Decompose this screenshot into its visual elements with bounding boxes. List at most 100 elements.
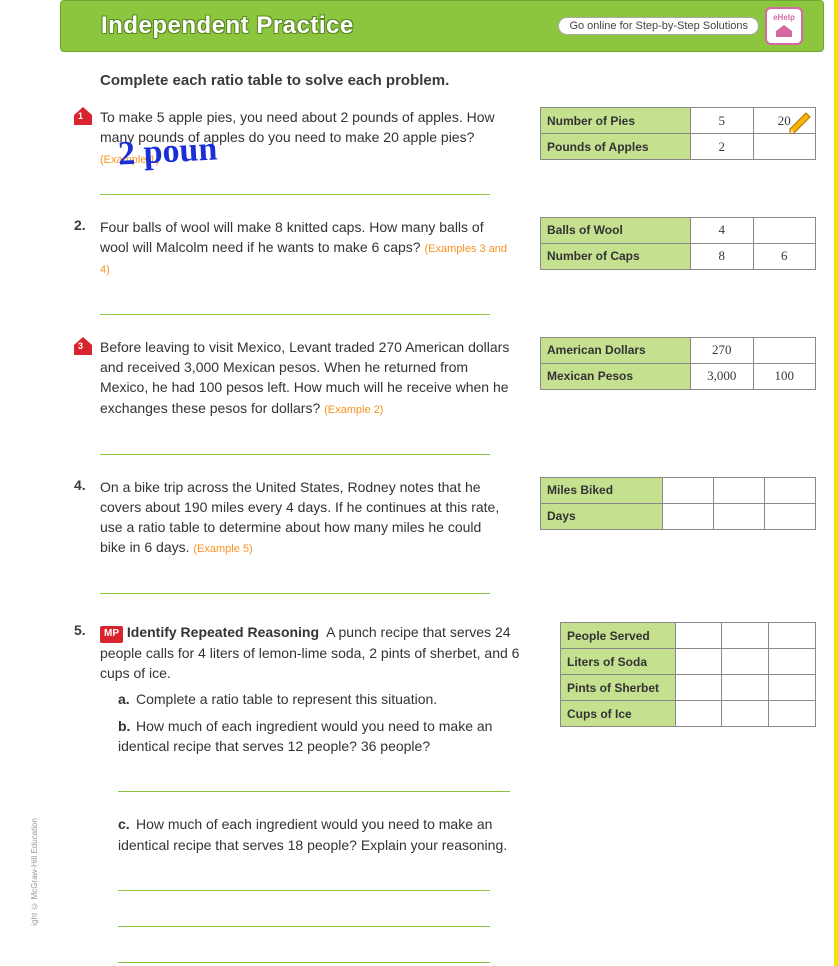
table: Balls of Wool 4 Number of Caps 8 6	[540, 217, 816, 270]
answer-line[interactable]	[118, 869, 490, 891]
cell[interactable]	[769, 649, 816, 675]
cell[interactable]: 4	[691, 217, 754, 243]
page-header: Independent Practice Go online for Step-…	[60, 0, 824, 52]
instruction-text: Complete each ratio table to solve each …	[100, 72, 816, 89]
cell[interactable]	[769, 623, 816, 649]
sublist: a.Complete a ratio table to represent th…	[118, 689, 530, 756]
problem-number: 3	[78, 341, 83, 351]
problem-4-text: On a bike trip across the United States,…	[100, 479, 499, 556]
problem-number: 2.	[74, 217, 86, 233]
cell[interactable]: 8	[691, 243, 754, 269]
answer-line[interactable]	[118, 770, 510, 792]
problem-2: 2. Four balls of wool will make 8 knitte…	[100, 217, 816, 315]
cell[interactable]	[753, 337, 816, 363]
answer-line[interactable]	[100, 293, 490, 315]
copyright-text: ight © McGraw-Hill Education	[30, 818, 39, 926]
problem-number: 4.	[74, 477, 86, 493]
row-label: Number of Caps	[541, 243, 691, 269]
answer-line[interactable]	[118, 941, 490, 963]
cell[interactable]: 2	[691, 134, 754, 160]
sub-c: c.How much of each ingredient would you …	[118, 814, 530, 855]
row-label: American Dollars	[541, 337, 691, 363]
cell[interactable]	[722, 675, 769, 701]
row-label: Pounds of Apples	[541, 134, 691, 160]
problem-number: 5.	[74, 622, 86, 638]
cell[interactable]	[675, 701, 722, 727]
page-title: Independent Practice	[101, 12, 354, 40]
cell[interactable]	[753, 217, 816, 243]
problem-5-text-block: MP Identify Repeated Reasoning A punch r…	[100, 622, 540, 963]
cell[interactable]: 5	[691, 108, 754, 134]
cell[interactable]	[769, 701, 816, 727]
ehelp-label: eHelp	[773, 14, 795, 22]
table: People Served Liters of Soda Pints of Sh…	[560, 622, 816, 727]
row-label: Mexican Pesos	[541, 363, 691, 389]
table: Number of Pies 5 20 Pounds of Apples 2	[540, 107, 816, 160]
cell[interactable]: 100	[753, 363, 816, 389]
ehelp-badge[interactable]: eHelp	[765, 7, 803, 45]
row-label: Pints of Sherbet	[561, 675, 676, 701]
cell[interactable]: 3,000	[691, 363, 754, 389]
sub-a: a.Complete a ratio table to represent th…	[118, 689, 530, 709]
ratio-table-4: Miles Biked Days	[540, 477, 816, 530]
row-label: Balls of Wool	[541, 217, 691, 243]
problem-1-text-block: To make 5 apple pies, you need about 2 p…	[100, 107, 520, 195]
problem-3: 3 Before leaving to visit Mexico, Levant…	[100, 337, 816, 455]
answer-line[interactable]	[118, 905, 490, 927]
problem-5-heading: Identify Repeated Reasoning	[127, 624, 319, 640]
cell[interactable]	[765, 477, 816, 503]
sublist-c: c.How much of each ingredient would you …	[118, 814, 530, 855]
row-label: Miles Biked	[541, 477, 663, 503]
house-icon	[775, 24, 793, 38]
table: Miles Biked Days	[540, 477, 816, 530]
sub-b: b.How much of each ingredient would you …	[118, 716, 530, 757]
example-ref: (Example 2)	[324, 404, 383, 416]
help-link[interactable]: Go online for Step-by-Step Solutions	[558, 17, 759, 35]
cell[interactable]	[714, 503, 765, 529]
problem-4-text-block: On a bike trip across the United States,…	[100, 477, 520, 595]
sub-b-text: How much of each ingredient would you ne…	[118, 718, 492, 754]
problem-3-text: Before leaving to visit Mexico, Levant t…	[100, 339, 509, 416]
table: American Dollars 270 Mexican Pesos 3,000…	[540, 337, 816, 390]
cell[interactable]	[675, 675, 722, 701]
problem-1: 1 To make 5 apple pies, you need about 2…	[100, 107, 816, 195]
cell[interactable]: 270	[691, 337, 754, 363]
ratio-table-5: People Served Liters of Soda Pints of Sh…	[560, 622, 816, 727]
mp-badge: MP	[100, 626, 123, 643]
problem-5: 5. MP Identify Repeated Reasoning A punc…	[100, 622, 816, 963]
problem-3-text-block: Before leaving to visit Mexico, Levant t…	[100, 337, 520, 455]
cell[interactable]	[769, 675, 816, 701]
worksheet-page: Independent Practice Go online for Step-…	[0, 0, 838, 966]
homework-icon: 1	[72, 105, 94, 127]
answer-line[interactable]	[100, 433, 490, 455]
problem-4: 4. On a bike trip across the United Stat…	[100, 477, 816, 595]
problem-2-text-block: Four balls of wool will make 8 knitted c…	[100, 217, 520, 315]
cell[interactable]	[675, 623, 722, 649]
row-label: People Served	[561, 623, 676, 649]
homework-icon: 3	[72, 335, 94, 357]
ratio-table-3: American Dollars 270 Mexican Pesos 3,000…	[540, 337, 816, 390]
answer-line[interactable]	[100, 572, 490, 594]
cell[interactable]	[722, 701, 769, 727]
row-label: Liters of Soda	[561, 649, 676, 675]
cell[interactable]: 6	[753, 243, 816, 269]
sub-c-text: How much of each ingredient would you ne…	[118, 816, 507, 852]
help-box: Go online for Step-by-Step Solutions eHe…	[558, 7, 803, 45]
problem-number: 1	[78, 111, 83, 121]
cell[interactable]	[663, 503, 714, 529]
cell[interactable]	[714, 477, 765, 503]
content-area: Complete each ratio table to solve each …	[100, 72, 816, 963]
ratio-table-1: Number of Pies 5 20 Pounds of Apples 2	[540, 107, 816, 160]
row-label: Cups of Ice	[561, 701, 676, 727]
cell[interactable]	[663, 477, 714, 503]
row-label: Days	[541, 503, 663, 529]
cell[interactable]	[675, 649, 722, 675]
cell[interactable]	[765, 503, 816, 529]
pencil-icon	[786, 109, 814, 140]
ratio-table-2: Balls of Wool 4 Number of Caps 8 6	[540, 217, 816, 270]
row-label: Number of Pies	[541, 108, 691, 134]
cell[interactable]	[722, 623, 769, 649]
answer-line[interactable]	[100, 173, 490, 195]
answer-lines-c	[118, 869, 510, 963]
cell[interactable]	[722, 649, 769, 675]
